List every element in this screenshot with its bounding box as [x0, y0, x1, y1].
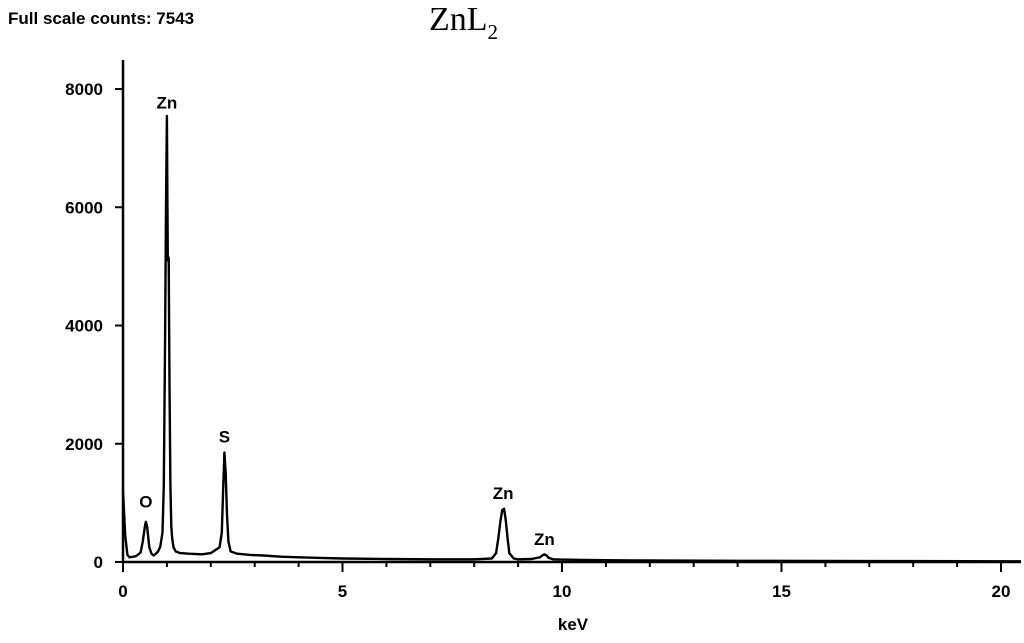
- y-tick-label: 6000: [65, 198, 103, 217]
- y-tick-label: 4000: [65, 317, 103, 336]
- spectrum-series-line: [121, 114, 1022, 563]
- x-tick-label: 5: [338, 582, 347, 601]
- x-tick-label: 20: [992, 582, 1011, 601]
- chart-title-main: ZnL: [429, 1, 488, 38]
- peak-label-s: S: [219, 428, 230, 447]
- full-scale-counts-label: Full scale counts: 7543: [8, 9, 194, 28]
- x-axis-title: keV: [558, 615, 589, 634]
- x-tick-label: 15: [772, 582, 791, 601]
- chart-title: ZnL2: [429, 1, 498, 44]
- y-axis-ticks: 0 2000 4000 6000 8000: [65, 80, 123, 572]
- peak-labels: Zn O S Zn Zn: [139, 94, 555, 549]
- peak-label-o: O: [139, 493, 152, 512]
- x-axis-ticks: 0 5 10 15 20: [118, 562, 1010, 601]
- y-tick-label: 0: [94, 553, 103, 572]
- peak-label-zn: Zn: [493, 484, 514, 503]
- y-tick-label: 2000: [65, 435, 103, 454]
- x-tick-label: 10: [553, 582, 572, 601]
- x-tick-label: 0: [118, 582, 127, 601]
- y-tick-label: 8000: [65, 80, 103, 99]
- chart-title-subscript: 2: [488, 20, 499, 44]
- peak-label-zn: Zn: [157, 94, 178, 113]
- peak-label-zn: Zn: [534, 530, 555, 549]
